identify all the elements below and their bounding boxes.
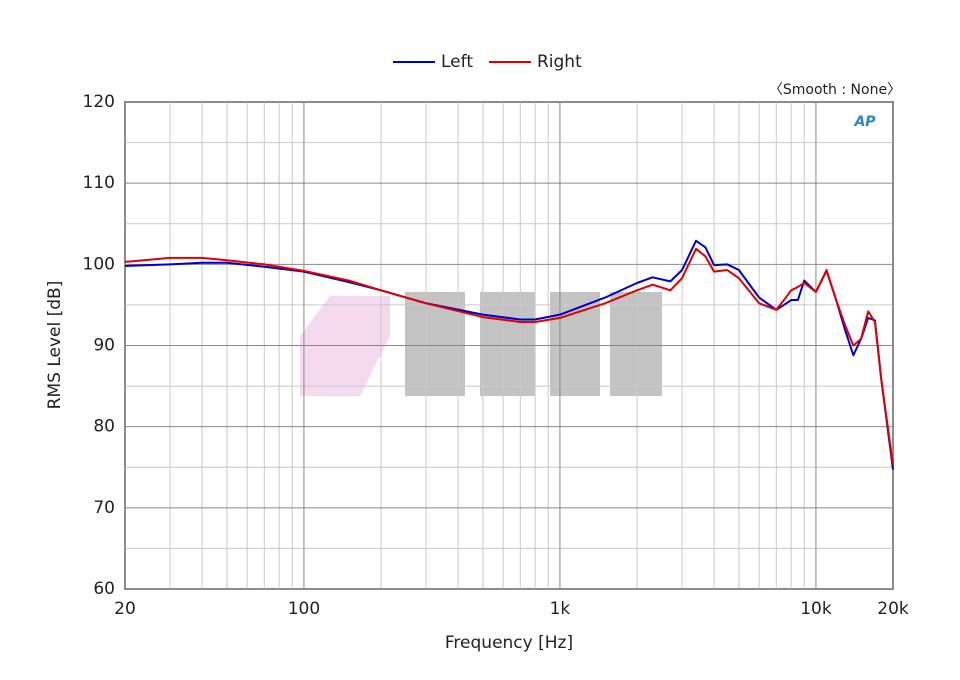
y-tick-label: 100 [83,254,115,274]
series-line [124,239,894,470]
y-tick-label: 80 [93,417,115,437]
y-tick-label: 110 [83,173,115,193]
y-tick-label: 120 [83,92,115,112]
y-tick-label: 70 [93,498,115,518]
x-tick-label: 10k [800,599,832,619]
x-tick-label: 100 [288,599,320,619]
x-tick-label: 20 [114,599,136,619]
legend-label: Left [441,52,473,72]
logo: AP [853,114,876,130]
x-axis-label: Frequency [Hz] [445,633,573,653]
y-tick-label: 60 [93,579,115,599]
x-tick-label: 20k [877,599,909,619]
series-line [124,247,894,465]
legend-label: Right [537,52,582,72]
annotation: 〈Smooth : None〉 [769,82,901,98]
x-tick-label: 1k [550,599,571,619]
y-axis-label: RMS Level [dB] [45,281,65,410]
watermark [300,292,662,396]
y-tick-label: 90 [93,336,115,356]
